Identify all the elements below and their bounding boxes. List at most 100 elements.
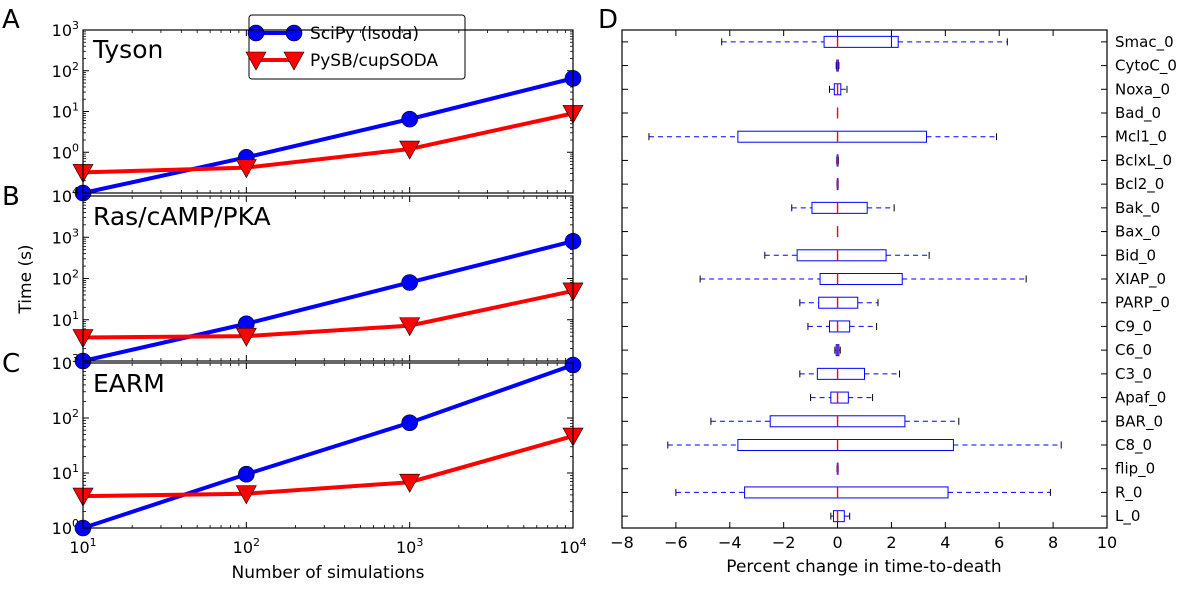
series-line-scipy xyxy=(82,363,574,530)
box xyxy=(737,130,927,143)
box xyxy=(819,273,903,285)
y-tick-label: 102 xyxy=(52,60,79,81)
panel-letter-a: A xyxy=(2,5,20,35)
x-axis-label-right: Percent change in time-to-death xyxy=(726,557,1001,577)
category-label: Apaf_0 xyxy=(1115,389,1166,408)
panel-letter-c: C xyxy=(2,349,20,379)
data-point-cupsoda xyxy=(399,317,421,337)
x-tick-label: 0 xyxy=(832,533,842,552)
panel-b-frame xyxy=(82,195,574,362)
legend-label-cupsoda: PySB/cupSODA xyxy=(310,51,438,71)
panel-c-plot: 100 101 102 103 xyxy=(52,352,584,538)
panel-c-frame xyxy=(82,362,574,529)
category-label: Bcl2_0 xyxy=(1115,175,1164,194)
x-tick-label: 103 xyxy=(396,536,423,557)
box xyxy=(816,367,866,380)
y-tick-label: 100 xyxy=(52,517,79,538)
panel-title-ras: Ras/cAMP/PKA xyxy=(93,202,271,231)
panel-d-frame xyxy=(621,29,1108,529)
y-tick-label: 101 xyxy=(52,309,79,330)
category-label: XIAP_0 xyxy=(1115,270,1166,289)
data-point-scipy xyxy=(401,274,418,291)
box xyxy=(823,35,899,48)
category-label: L_0 xyxy=(1115,507,1140,526)
data-point-cupsoda xyxy=(235,485,257,505)
category-label: CytoC_0 xyxy=(1115,57,1177,76)
data-point-cupsoda xyxy=(235,327,257,347)
x-tick-label: 102 xyxy=(233,536,260,557)
y-tick-label: 102 xyxy=(52,268,79,289)
series-line-scipy xyxy=(82,76,574,195)
box xyxy=(830,391,849,404)
category-label: flip_0 xyxy=(1115,460,1155,479)
y-tick-label: 103 xyxy=(52,352,79,373)
series-line-cupsoda xyxy=(82,288,574,340)
category-label: Smac_0 xyxy=(1115,33,1174,52)
y-tick-label: 101 xyxy=(52,462,79,483)
x-tick-label: 104 xyxy=(559,536,586,557)
box xyxy=(828,320,851,333)
x-tick-label: 101 xyxy=(69,536,96,557)
x-tick-label: −2 xyxy=(772,533,796,552)
category-label: Bax_0 xyxy=(1115,223,1160,242)
data-point-cupsoda xyxy=(399,140,421,160)
legend-marker-scipy-2 xyxy=(285,24,303,42)
panel-letter-b: B xyxy=(2,182,20,212)
category-label: Noxa_0 xyxy=(1115,80,1170,99)
box xyxy=(833,510,845,523)
series-line-scipy xyxy=(82,239,574,363)
y-tick-label: 100 xyxy=(52,141,79,162)
x-tick-label: −6 xyxy=(664,533,688,552)
panel-a-plot: 100 101 102 103 xyxy=(52,19,584,202)
panel-title-earm: EARM xyxy=(93,369,165,398)
legend-frame xyxy=(248,14,466,80)
category-label: BAR_0 xyxy=(1115,412,1163,431)
x-tick-label: 10 xyxy=(1097,533,1117,552)
x-tick-label: 4 xyxy=(940,533,950,552)
legend-marker-cupsoda-2 xyxy=(283,51,305,71)
panel-a-frame xyxy=(82,29,574,194)
y-tick-label: 103 xyxy=(52,226,79,247)
y-tick-label: 104 xyxy=(52,185,79,206)
category-label: Mcl1_0 xyxy=(1115,128,1167,147)
y-axis-label: Time (s) xyxy=(16,244,36,314)
x-axis-label-left: Number of simulations xyxy=(232,563,425,583)
category-label: BclxL_0 xyxy=(1115,151,1172,170)
box xyxy=(811,201,868,214)
x-tick-label: 8 xyxy=(1048,533,1058,552)
category-label: C9_0 xyxy=(1115,317,1152,336)
category-label: Bid_0 xyxy=(1115,246,1156,265)
y-tick-label: 102 xyxy=(52,407,79,428)
series-line-cupsoda xyxy=(82,111,574,175)
x-tick-label: −8 xyxy=(610,533,634,552)
box xyxy=(796,249,887,262)
data-point-scipy xyxy=(401,110,418,128)
category-label: Bad_0 xyxy=(1115,104,1161,123)
panel-d-plot: −8 −6 −4 −2 0 2 4 6 8 10 Smac_0 CytoC_0 Noxa_0 Bad_0 M… xyxy=(610,29,1177,552)
y-tick-label: 101 xyxy=(52,101,79,122)
legend-marker-cupsoda xyxy=(245,51,267,71)
data-point-cupsoda xyxy=(399,473,421,493)
legend-marker-scipy xyxy=(247,24,265,42)
x-tick-label: 2 xyxy=(886,533,896,552)
category-label: PARP_0 xyxy=(1115,294,1170,313)
panel-title-tyson: Tyson xyxy=(92,35,163,64)
data-point-scipy xyxy=(401,414,418,432)
data-point-cupsoda xyxy=(235,159,257,179)
legend-label-scipy: SciPy (lsoda) xyxy=(310,24,419,44)
box xyxy=(737,439,954,451)
panel-letter-d: D xyxy=(598,5,618,35)
category-label: Bak_0 xyxy=(1115,199,1160,218)
x-tick-label: 6 xyxy=(994,533,1004,552)
legend: SciPy (lsoda) PySB/cupSODA xyxy=(245,14,466,80)
series-line-cupsoda xyxy=(82,434,574,499)
category-label: C6_0 xyxy=(1115,341,1152,360)
box xyxy=(744,486,949,499)
category-label: C8_0 xyxy=(1115,436,1152,455)
category-label: C3_0 xyxy=(1115,365,1152,384)
category-label: R_0 xyxy=(1115,483,1142,502)
x-tick-label: −4 xyxy=(718,533,742,552)
y-tick-label: 103 xyxy=(52,19,79,40)
